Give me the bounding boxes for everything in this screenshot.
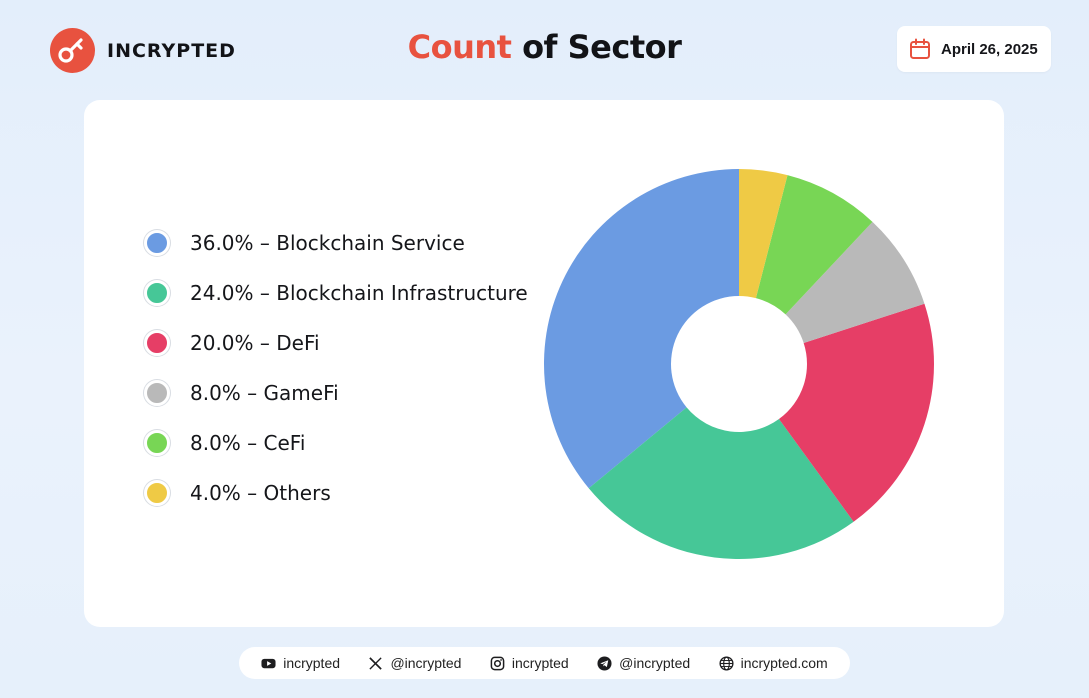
pie-slice-cefi bbox=[755, 175, 873, 315]
logo-key-icon bbox=[50, 28, 95, 73]
pie-slice-blockchain-infrastructure bbox=[588, 407, 854, 559]
legend-item-cefi: 8.0% – CeFi bbox=[144, 418, 528, 468]
legend-item-defi: 20.0% – DeFi bbox=[144, 318, 528, 368]
chart-legend: 36.0% – Blockchain Service 24.0% – Block… bbox=[144, 218, 528, 518]
social-telegram[interactable]: @incrypted bbox=[597, 655, 690, 671]
legend-swatch bbox=[144, 430, 170, 456]
date-badge: April 26, 2025 bbox=[897, 26, 1051, 72]
legend-item-others: 4.0% – Others bbox=[144, 468, 528, 518]
social-label: @incrypted bbox=[619, 655, 691, 671]
legend-item-blockchain-infrastructure: 24.0% – Blockchain Infrastructure bbox=[144, 268, 528, 318]
legend-label: 8.0% – CeFi bbox=[190, 431, 306, 455]
social-label: incrypted bbox=[511, 655, 569, 671]
legend-label: 36.0% – Blockchain Service bbox=[190, 231, 465, 255]
logo[interactable]: INCRYPTED bbox=[50, 28, 236, 73]
legend-swatch bbox=[144, 230, 170, 256]
page-title: Count of Sector bbox=[0, 28, 1089, 66]
legend-swatch bbox=[144, 280, 170, 306]
legend-item-blockchain-service: 36.0% – Blockchain Service bbox=[144, 218, 528, 268]
x-icon bbox=[369, 656, 383, 670]
pie-slice-defi bbox=[778, 303, 934, 522]
social-label: incrypted bbox=[283, 655, 341, 671]
pie-slice-gamefi bbox=[785, 221, 925, 343]
instagram-icon bbox=[490, 656, 505, 670]
social-footer: incrypted @incrypted incrypted @incrypte… bbox=[239, 647, 850, 679]
telegram-icon bbox=[597, 655, 612, 671]
globe-icon bbox=[719, 655, 734, 671]
social-instagram[interactable]: incrypted bbox=[490, 655, 569, 671]
youtube-icon bbox=[261, 658, 276, 668]
social-website[interactable]: incrypted.com bbox=[719, 655, 828, 671]
legend-label: 20.0% – DeFi bbox=[190, 331, 320, 355]
date-text: April 26, 2025 bbox=[941, 40, 1038, 58]
social-youtube[interactable]: incrypted bbox=[261, 655, 340, 671]
legend-label: 4.0% – Others bbox=[190, 481, 331, 505]
legend-swatch bbox=[144, 380, 170, 406]
title-rest: of Sector bbox=[511, 28, 682, 66]
donut-chart bbox=[544, 169, 934, 559]
calendar-icon bbox=[910, 38, 930, 59]
social-x[interactable]: @incrypted bbox=[368, 655, 461, 671]
social-label: incrypted.com bbox=[740, 655, 828, 671]
social-label: @incrypted bbox=[390, 655, 462, 671]
legend-swatch bbox=[144, 330, 170, 356]
legend-label: 24.0% – Blockchain Infrastructure bbox=[190, 281, 528, 305]
logo-text: INCRYPTED bbox=[107, 39, 236, 62]
title-accent: Count bbox=[407, 28, 512, 66]
pie-slice-others bbox=[739, 169, 788, 299]
chart-card: 36.0% – Blockchain Service 24.0% – Block… bbox=[84, 100, 1004, 627]
legend-label: 8.0% – GameFi bbox=[190, 381, 339, 405]
pie-slice-blockchain-service bbox=[544, 169, 739, 489]
legend-swatch bbox=[144, 480, 170, 506]
legend-item-gamefi: 8.0% – GameFi bbox=[144, 368, 528, 418]
header: INCRYPTED Count of Sector April 26, 2025 bbox=[0, 0, 1089, 100]
